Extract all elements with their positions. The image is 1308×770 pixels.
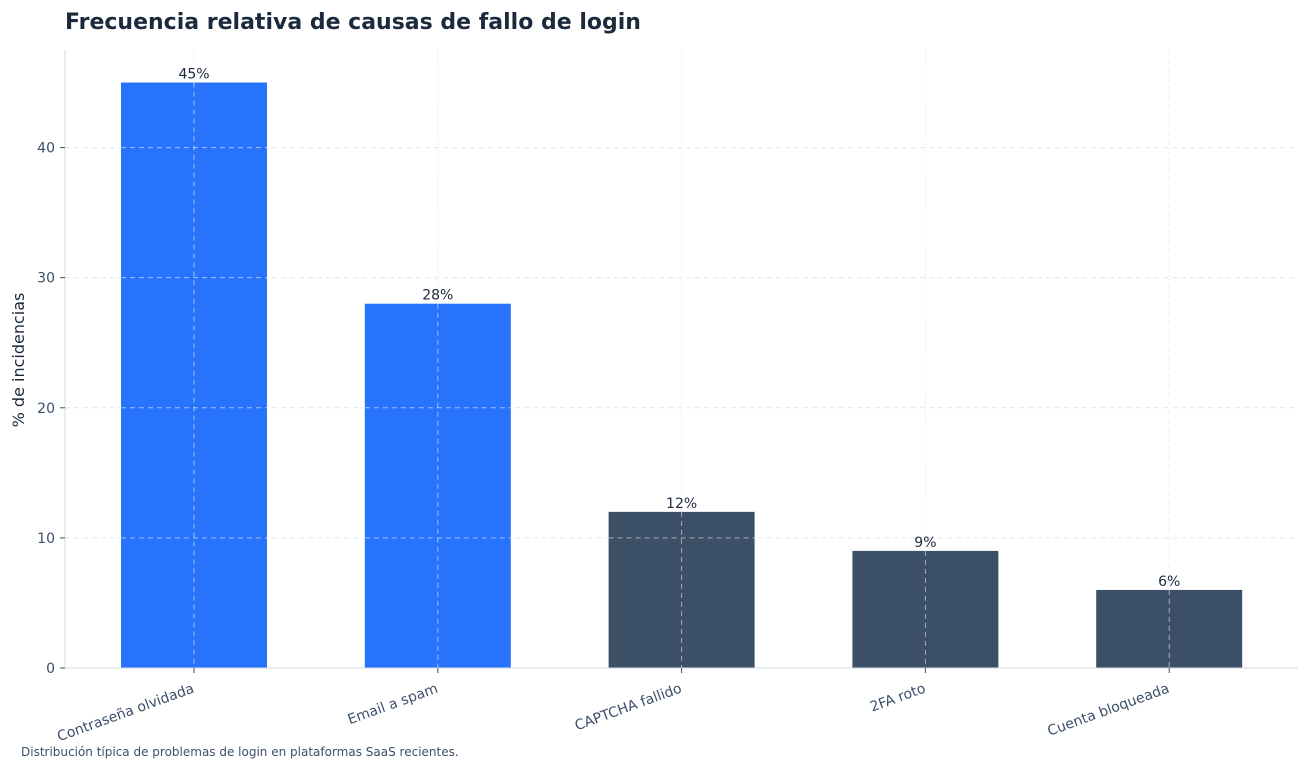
bar-value-labels: 45% 28% 12% 9% 6% bbox=[178, 67, 1180, 590]
y-ticks: 0 10 20 30 40 bbox=[37, 141, 65, 677]
y-tick-label: 40 bbox=[37, 141, 55, 157]
y-tick-label: 10 bbox=[37, 531, 55, 547]
x-tick-label: 2FA roto bbox=[868, 681, 928, 716]
x-ticks: Contraseña olvidada Email a spam CAPTCHA f… bbox=[55, 668, 1172, 745]
y-tick-label: 20 bbox=[37, 401, 55, 417]
y-axis-label: % de incidencias bbox=[9, 293, 28, 428]
bar-value-label: 45% bbox=[178, 67, 209, 83]
y-tick-label: 30 bbox=[37, 271, 55, 287]
vertical-grid bbox=[121, 50, 1170, 668]
bar-value-label: 12% bbox=[666, 496, 697, 512]
x-tick-label: Email a spam bbox=[346, 681, 440, 728]
bar-value-label: 9% bbox=[914, 535, 936, 551]
x-tick-label: CAPTCHA fallido bbox=[573, 681, 684, 735]
bar-value-label: 28% bbox=[422, 288, 453, 304]
chart-title: Frecuencia relativa de causas de fallo d… bbox=[65, 10, 641, 35]
x-tick-label: Contraseña olvidada bbox=[55, 681, 196, 745]
chart-caption: Distribución típica de problemas de logi… bbox=[21, 745, 459, 759]
bar-3 bbox=[608, 511, 755, 668]
bar-value-label: 6% bbox=[1158, 574, 1180, 590]
y-tick-label: 0 bbox=[46, 661, 55, 677]
x-tick-label: Cuenta bloqueada bbox=[1045, 681, 1171, 740]
